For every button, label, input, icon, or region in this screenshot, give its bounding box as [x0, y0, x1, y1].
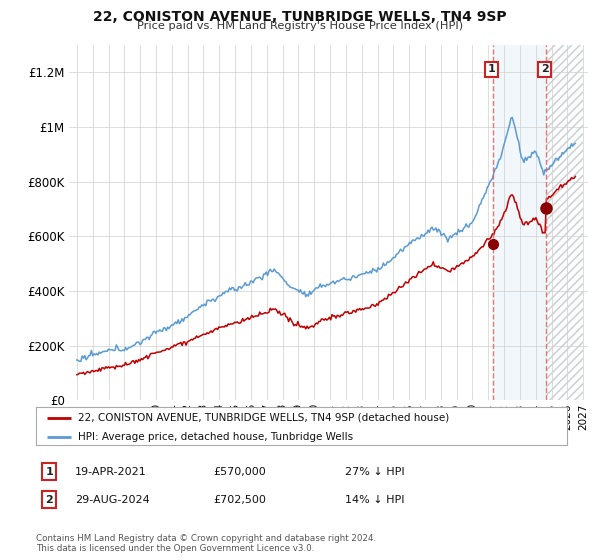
- Bar: [547, 45, 583, 400]
- Text: 22, CONISTON AVENUE, TUNBRIDGE WELLS, TN4 9SP: 22, CONISTON AVENUE, TUNBRIDGE WELLS, TN…: [93, 10, 507, 24]
- Text: 1: 1: [488, 64, 496, 74]
- Text: 14% ↓ HPI: 14% ↓ HPI: [345, 494, 404, 505]
- Text: 27% ↓ HPI: 27% ↓ HPI: [345, 466, 404, 477]
- Text: 2: 2: [46, 494, 53, 505]
- Text: 22, CONISTON AVENUE, TUNBRIDGE WELLS, TN4 9SP (detached house): 22, CONISTON AVENUE, TUNBRIDGE WELLS, TN…: [79, 413, 450, 423]
- Text: 1: 1: [46, 466, 53, 477]
- Text: 29-AUG-2024: 29-AUG-2024: [75, 494, 150, 505]
- Text: 2: 2: [541, 64, 548, 74]
- Text: Price paid vs. HM Land Registry's House Price Index (HPI): Price paid vs. HM Land Registry's House …: [137, 21, 463, 31]
- Text: £702,500: £702,500: [213, 494, 266, 505]
- Bar: [547, 45, 583, 400]
- Text: HPI: Average price, detached house, Tunbridge Wells: HPI: Average price, detached house, Tunb…: [79, 432, 353, 442]
- Text: Contains HM Land Registry data © Crown copyright and database right 2024.
This d: Contains HM Land Registry data © Crown c…: [36, 534, 376, 553]
- Text: £570,000: £570,000: [213, 466, 266, 477]
- Bar: [493, 45, 547, 400]
- Text: 19-APR-2021: 19-APR-2021: [75, 466, 147, 477]
